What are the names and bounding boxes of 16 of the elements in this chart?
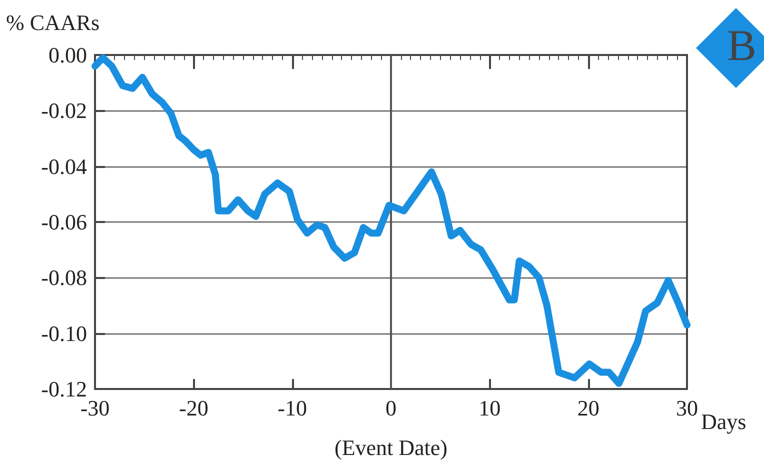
y-tick-label: -0.10	[41, 320, 87, 346]
x-tick-label: 20	[577, 396, 600, 420]
x-tick-label: -10	[278, 396, 307, 420]
x-axis-title: Days	[701, 409, 746, 435]
y-axis-title: % CAARs	[6, 10, 100, 36]
y-tick-label: -0.06	[41, 210, 87, 234]
x-tick-label: 30	[676, 396, 698, 420]
x-tick-label: 10	[478, 396, 501, 420]
text: B	[727, 20, 756, 71]
y-tick-label: -0.08	[41, 265, 87, 290]
x-tick-label: 0	[386, 396, 396, 420]
y-tick-label: -0.04	[41, 154, 87, 179]
x-tick-label: -20	[179, 396, 208, 420]
text: (Event Date)	[334, 435, 448, 461]
y-tick-label: 0.00	[48, 42, 87, 68]
y-tick-label: -0.02	[41, 98, 87, 124]
